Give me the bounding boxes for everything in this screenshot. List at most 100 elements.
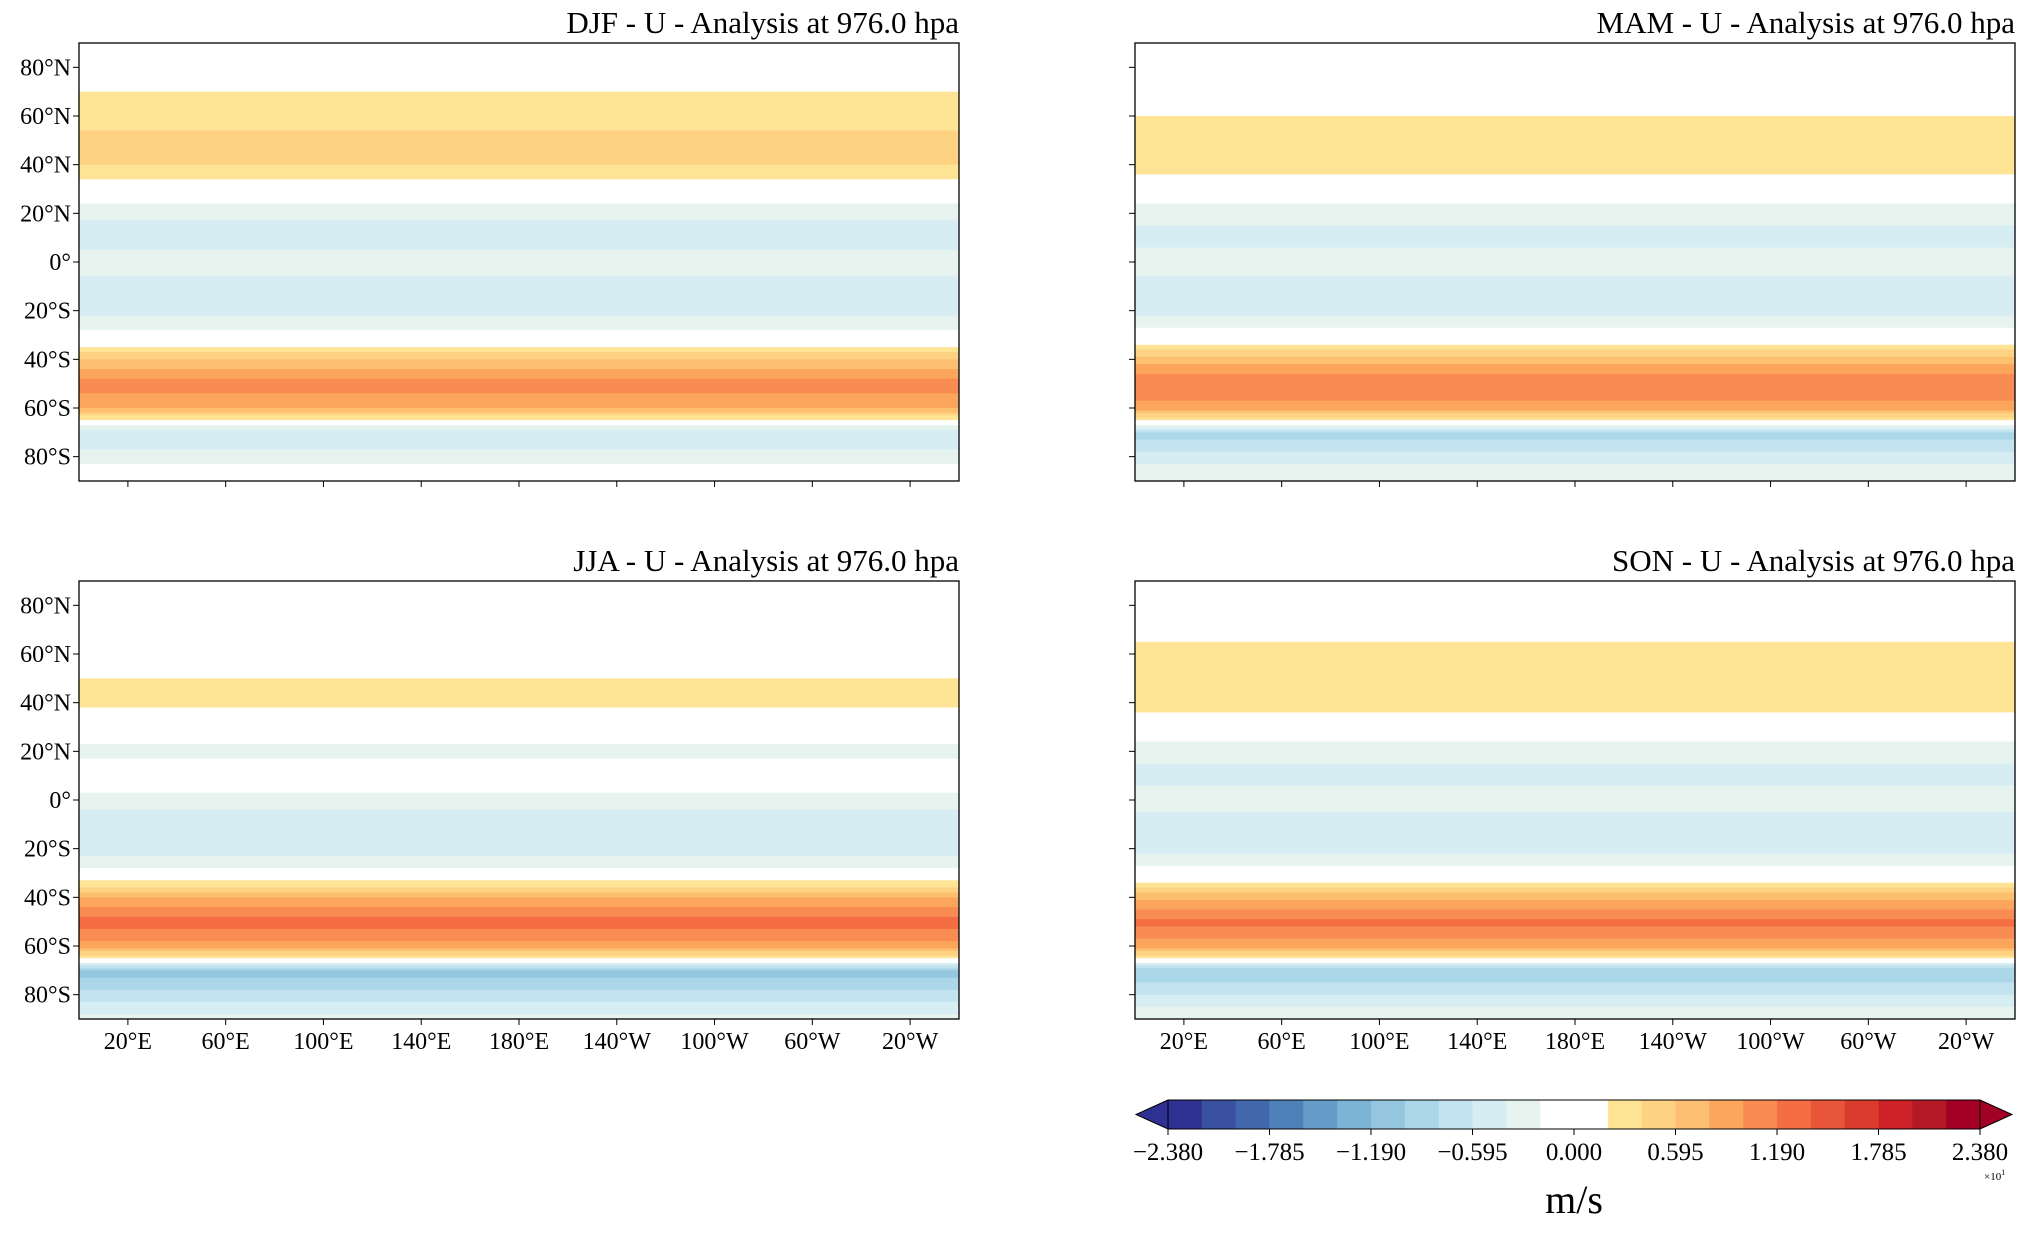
contour-band xyxy=(1135,186,2015,190)
contour-band xyxy=(79,310,959,314)
contour-band xyxy=(1135,894,2015,898)
contour-band xyxy=(79,634,959,638)
contour-band xyxy=(79,317,959,321)
contour-band xyxy=(1135,853,2015,857)
contour-band xyxy=(79,821,959,825)
contour-band xyxy=(79,800,959,804)
contour-band xyxy=(79,916,959,920)
contour-band xyxy=(79,1011,959,1015)
contour-band xyxy=(1135,415,2015,419)
contour-band xyxy=(79,697,959,701)
contour-band xyxy=(79,189,959,193)
contour-band xyxy=(1135,851,2015,855)
lon-tick-label: 140°W xyxy=(583,1029,652,1055)
contour-band xyxy=(1135,429,2015,433)
lon-tick-label: 140°E xyxy=(1447,1029,1507,1055)
contour-band xyxy=(1135,330,2015,334)
contour-band xyxy=(79,836,959,840)
contour-band xyxy=(1135,130,2015,134)
contour-band xyxy=(79,972,959,976)
contour-band xyxy=(79,931,959,935)
contour-band xyxy=(79,734,959,738)
contour-band xyxy=(1135,313,2015,317)
contour-band xyxy=(79,322,959,326)
contour-band xyxy=(1135,824,2015,828)
contour-band xyxy=(79,179,959,183)
contour-band xyxy=(1135,442,2015,446)
contour-band xyxy=(79,765,959,769)
contour-band xyxy=(1135,417,2015,421)
contour-band xyxy=(1135,802,2015,806)
contour-band xyxy=(79,588,959,592)
contour-band xyxy=(79,369,959,373)
contour-band xyxy=(1135,873,2015,877)
lon-tick-label: 100°W xyxy=(1736,1029,1805,1055)
contour-band xyxy=(79,1014,959,1018)
colorbar-under-arrow xyxy=(1134,1099,1169,1130)
contour-band xyxy=(79,240,959,244)
contour-band xyxy=(1135,232,2015,236)
contour-band xyxy=(79,249,959,253)
contour-band xyxy=(1135,695,2015,699)
contour-band xyxy=(79,468,959,472)
contour-band xyxy=(79,89,959,93)
contour-band xyxy=(1135,50,2015,54)
contour-band xyxy=(79,600,959,604)
contour-band xyxy=(1135,885,2015,889)
contour-band xyxy=(79,171,959,175)
contour-band xyxy=(1135,989,2015,993)
contour-band xyxy=(79,622,959,626)
contour-band xyxy=(1135,432,2015,436)
contour-band xyxy=(1135,342,2015,346)
contour-band xyxy=(79,157,959,161)
contour-band xyxy=(79,398,959,402)
contour-band xyxy=(79,933,959,937)
contour-band xyxy=(79,434,959,438)
contour-band xyxy=(1135,654,2015,658)
contour-band xyxy=(79,116,959,120)
contour-band xyxy=(1135,697,2015,701)
contour-band xyxy=(1135,770,2015,774)
contour-band xyxy=(1135,700,2015,704)
contour-band xyxy=(79,291,959,295)
contour-band xyxy=(1135,337,2015,341)
contour-band xyxy=(1135,826,2015,830)
contour-band xyxy=(1135,831,2015,835)
contour-band xyxy=(1135,834,2015,838)
contour-band xyxy=(1135,593,2015,597)
contour-band xyxy=(79,639,959,643)
contour-band xyxy=(1135,244,2015,248)
contour-band xyxy=(1135,963,2015,967)
contour-band xyxy=(1135,210,2015,214)
contour-band xyxy=(79,707,959,711)
contour-band xyxy=(1135,159,2015,163)
contour-band xyxy=(1135,359,2015,363)
contour-band xyxy=(1135,739,2015,743)
contour-band xyxy=(1135,955,2015,959)
contour-band xyxy=(1135,332,2015,336)
contour-band xyxy=(1135,863,2015,867)
contour-band xyxy=(1135,434,2015,438)
contour-band xyxy=(79,814,959,818)
contour-band xyxy=(1135,875,2015,879)
contour-band xyxy=(1135,425,2015,429)
contour-band xyxy=(1135,685,2015,689)
contour-band xyxy=(1135,103,2015,107)
contour-band xyxy=(79,196,959,200)
contour-band xyxy=(1135,936,2015,940)
contour-band xyxy=(1135,150,2015,154)
map-panel-son: SON - U - Analysis at 976.0 hpa 20°E 60°E 1… xyxy=(1129,543,2016,1055)
contour-band xyxy=(1135,931,2015,935)
contour-band xyxy=(1135,373,2015,377)
wind-field xyxy=(1135,43,2015,482)
contour-band xyxy=(79,232,959,236)
contour-band xyxy=(1135,225,2015,229)
colorbar-multiplier-exponent: 1 xyxy=(2001,1168,2005,1177)
contour-band xyxy=(79,361,959,365)
contour-band xyxy=(79,388,959,392)
contour-band xyxy=(1135,860,2015,864)
contour-band xyxy=(1135,249,2015,253)
contour-band xyxy=(1135,843,2015,847)
contour-band xyxy=(79,1004,959,1008)
